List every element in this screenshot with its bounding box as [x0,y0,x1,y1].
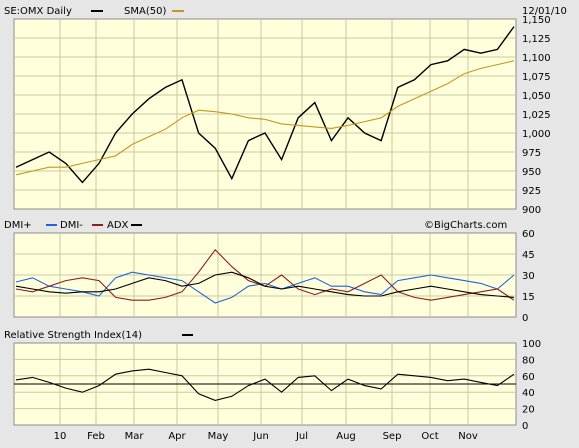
x-tick-label: Mar [125,431,145,442]
price-y-ticks: 1,150 1,125 1,100 1,075 1,050 1,025 1,000 975 95… [522,15,551,216]
x-tick-label: 10 [54,431,67,442]
rsi-y-ticks: 100 80 60 40 20 0 [522,339,541,432]
rsi-grid [14,343,516,425]
dmi-y-ticks: 60 45 30 15 0 [522,229,535,324]
y-tick-label: 925 [522,186,541,197]
y-tick-label: 900 [522,205,541,216]
y-tick-label: 40 [522,388,535,399]
y-tick-label: 60 [522,229,535,240]
y-tick-label: 1,075 [522,72,551,83]
y-tick-label: 1,050 [522,91,551,102]
symbol-label: SE:OMX Daily [4,6,72,17]
sma-label: SMA(50) [124,6,166,17]
x-tick-label: Oct [421,431,438,442]
y-tick-label: 950 [522,167,541,178]
y-tick-label: 1,150 [522,15,551,26]
y-tick-label: 975 [522,148,541,159]
x-tick-label: May [208,431,229,442]
x-tick-label: Nov [458,431,478,442]
watermark: ©BigCharts.com [424,220,507,231]
adx-line [15,271,515,298]
x-tick-label: Jul [295,431,308,442]
y-tick-label: 1,025 [522,110,551,121]
date-label: 12/01/10 [522,6,567,17]
dmi-series-group [15,248,515,304]
y-tick-label: 100 [522,339,541,350]
x-tick-label: Jun [252,431,269,442]
y-tick-label: 1,125 [522,34,551,45]
y-tick-label: 0 [522,313,528,324]
x-axis-labels: 10 Feb Mar Apr May Jun Jul Aug Sep Oct Nov [54,431,478,442]
x-tick-label: Aug [336,431,356,442]
rsi-series-group [14,368,516,401]
x-tick-label: Sep [383,431,402,442]
dmi-plus-line [15,271,515,304]
y-tick-label: 15 [522,292,535,303]
rsi-label: Relative Strength Index(14) [4,330,142,341]
sma-line [15,60,515,176]
adx-label: ADX [107,220,129,231]
dmi-plus-label: DMI+ [4,220,32,231]
y-tick-label: 45 [522,250,535,261]
y-tick-label: 0 [522,421,528,432]
y-tick-label: 80 [522,355,535,366]
y-tick-label: 1,100 [522,53,551,64]
price-series-group [15,26,515,184]
y-tick-label: 20 [522,405,535,416]
x-tick-label: Apr [168,431,186,442]
price-line [15,26,515,184]
dmi-minus-label: DMI- [60,220,83,231]
y-tick-label: 60 [522,372,535,383]
y-tick-label: 1,000 [522,129,551,140]
y-tick-label: 30 [522,271,535,282]
price-grid [14,19,516,209]
rsi-line [15,368,515,401]
x-tick-label: Feb [87,431,105,442]
